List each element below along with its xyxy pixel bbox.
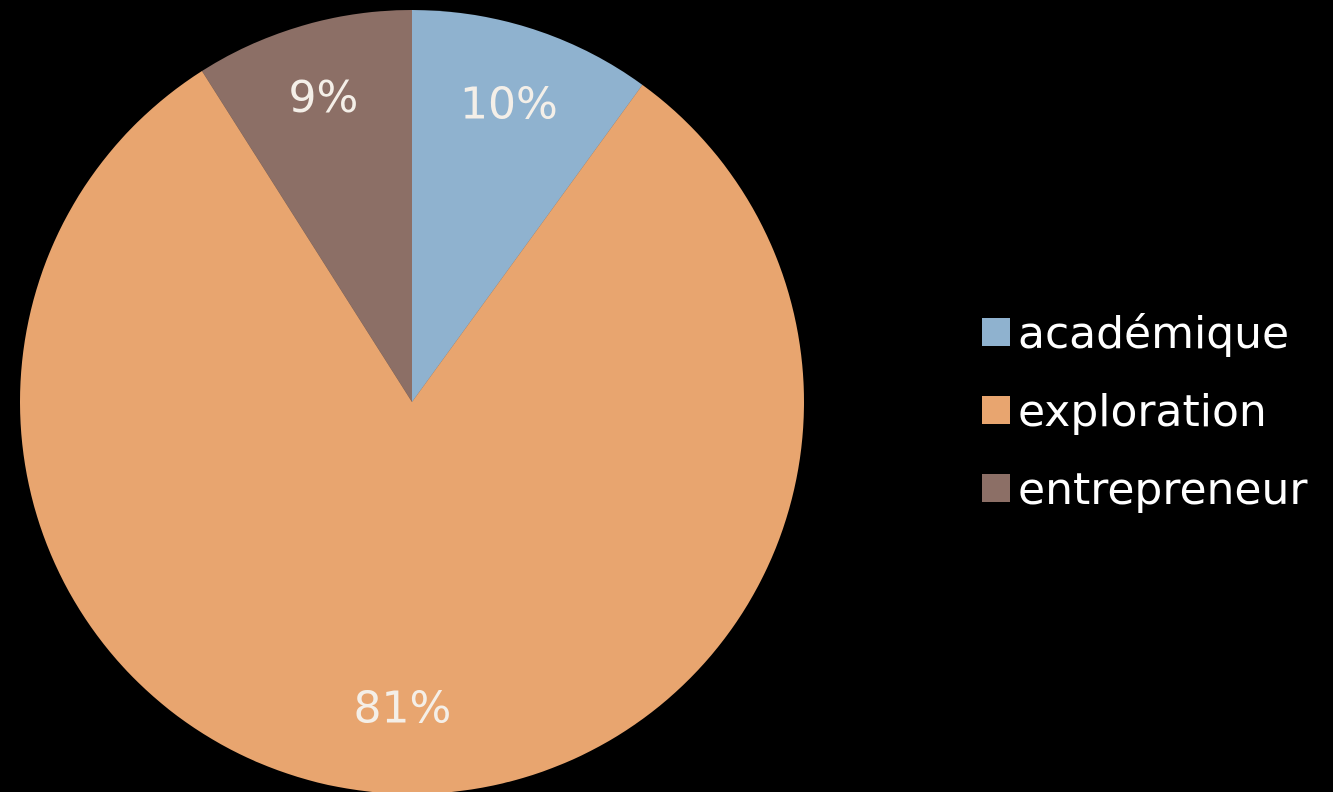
pie-slice-académique <box>412 10 643 402</box>
pie-slice-entrepreneur <box>201 10 412 402</box>
pie-slice-exploration <box>20 71 804 792</box>
legend-label-exploration: exploration <box>1018 386 1267 437</box>
slice-label-entrepreneur: 9% <box>289 72 359 123</box>
slice-label-exploration: 81% <box>353 683 451 734</box>
legend-swatch-exploration <box>982 396 1010 424</box>
legend: académique exploration entrepreneur <box>982 308 1308 515</box>
pie-slices <box>20 10 804 792</box>
legend-label-académique: académique <box>1018 308 1289 359</box>
legend-swatch-entrepreneur <box>982 474 1010 502</box>
legend-swatch-académique <box>982 318 1010 346</box>
slice-label-académique: 10% <box>460 79 558 130</box>
legend-label-entrepreneur: entrepreneur <box>1018 464 1308 515</box>
pie-slice-labels: 10% 81% 9% <box>289 72 558 734</box>
